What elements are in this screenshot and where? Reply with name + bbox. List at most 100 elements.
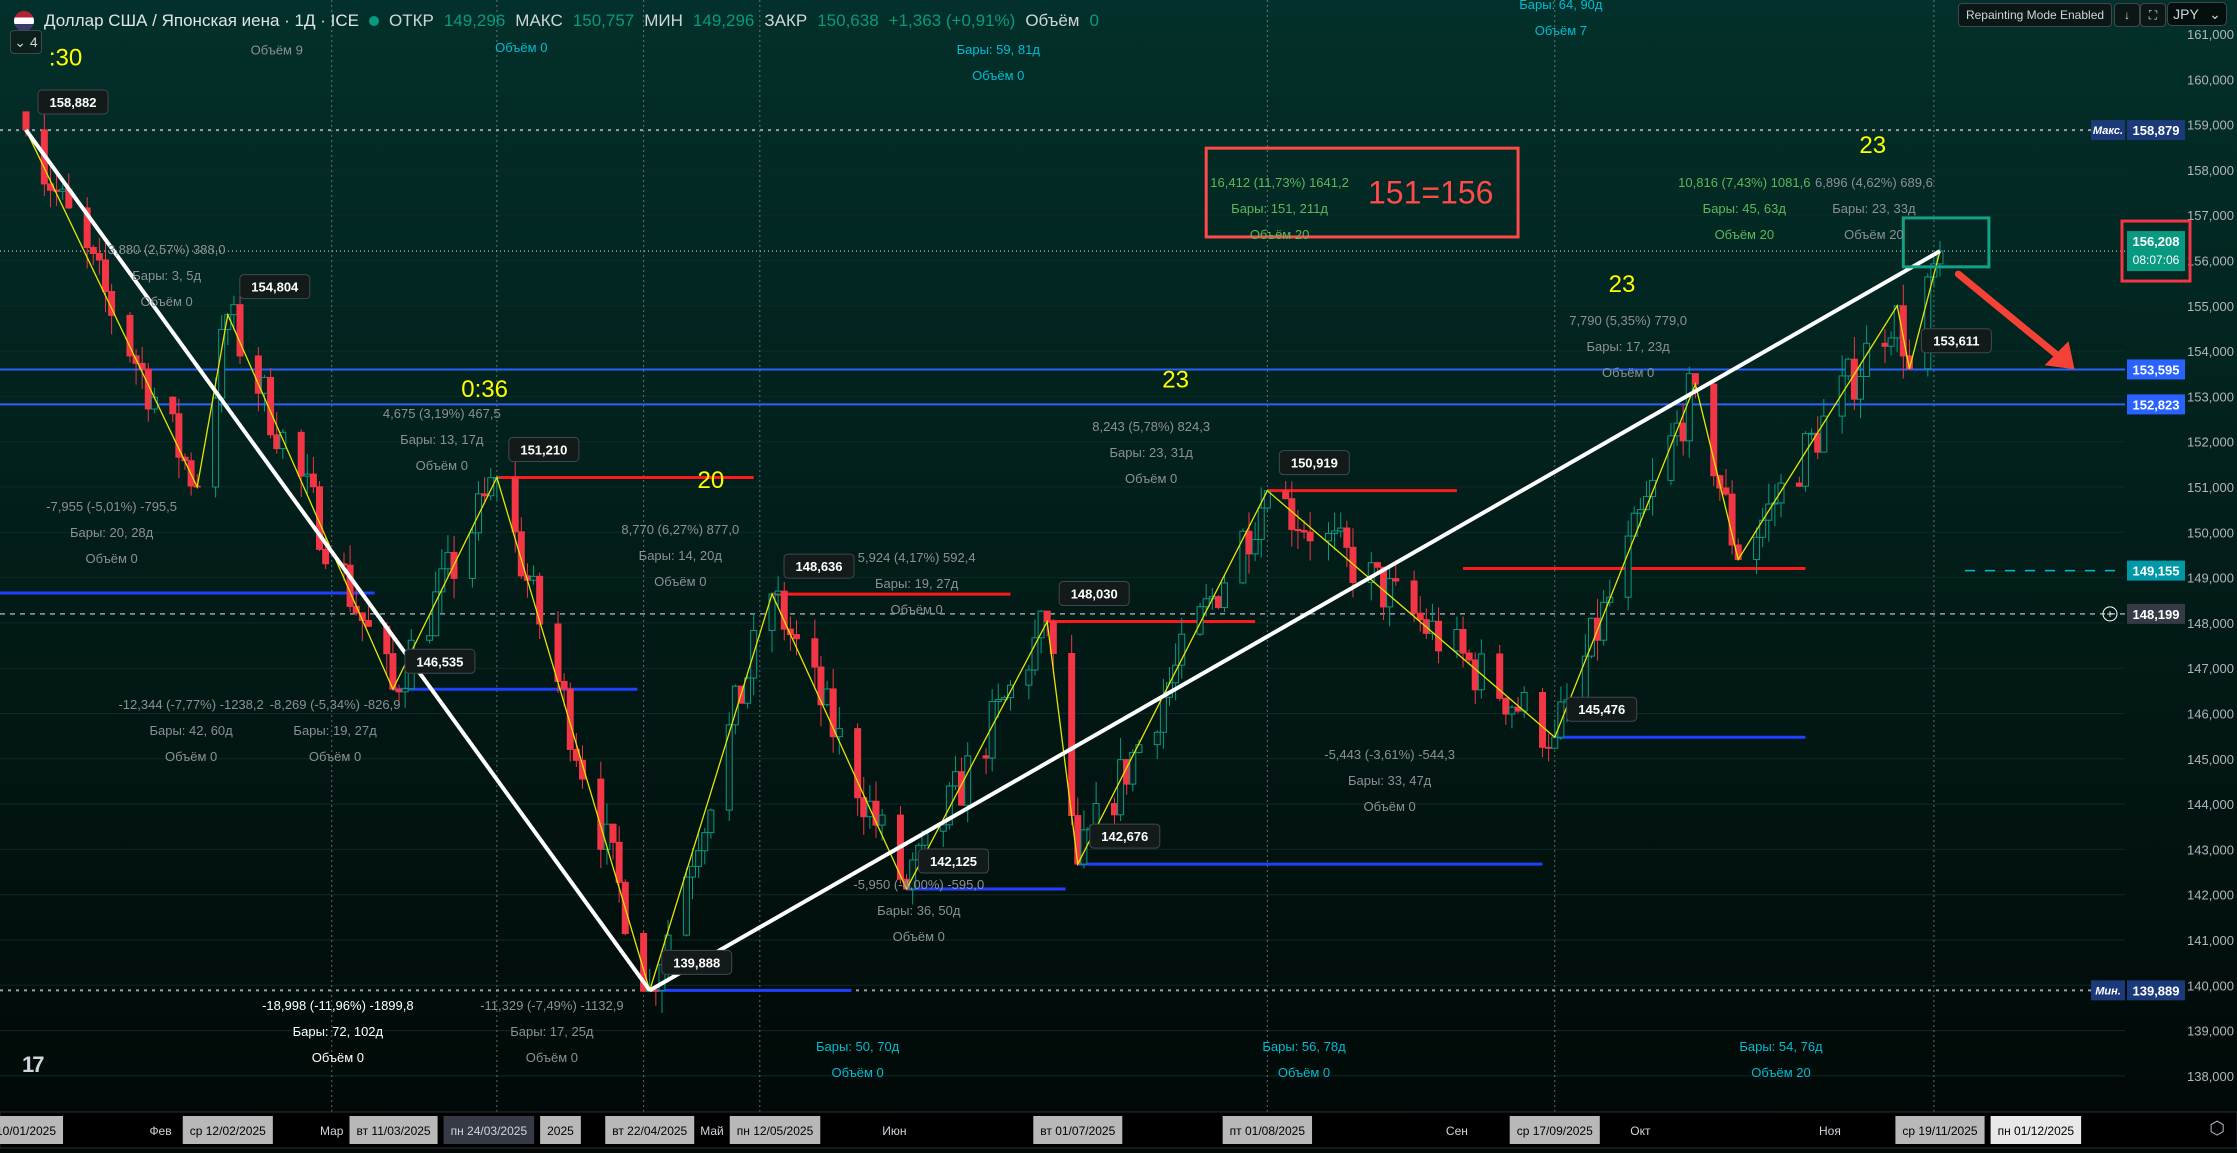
time-tag	[1990, 1116, 2082, 1144]
candle-down	[1679, 422, 1687, 442]
price-callout: 142,125	[918, 848, 990, 874]
measurement-label: Объём 0	[309, 749, 361, 764]
time-tick: Фев	[149, 1124, 171, 1138]
price-callout: 139,888	[661, 949, 733, 975]
candle-down	[566, 688, 574, 750]
measurement-label: Бары: 23, 33д	[1832, 201, 1916, 216]
time-tag	[540, 1116, 581, 1144]
trendline	[648, 249, 1941, 993]
candle-down	[982, 755, 990, 759]
measurement-label: Объём 0	[1278, 1065, 1330, 1080]
candle-down	[792, 634, 800, 640]
price-callout-label: 142,676	[1101, 829, 1148, 844]
candle-up	[1801, 433, 1809, 487]
candle-down	[322, 548, 330, 565]
candle-up	[1129, 751, 1137, 785]
price-tag	[2127, 359, 2185, 380]
candle-up	[695, 850, 703, 867]
candle-up	[1924, 276, 1932, 370]
price-callout-label: 146,535	[416, 654, 463, 669]
measurement-label: 7,790 (5,35%) 779,0	[1569, 313, 1687, 328]
price-tick: 157,000	[2187, 208, 2234, 223]
candle-up	[1153, 731, 1161, 746]
candle-down	[1496, 653, 1504, 699]
measurement-label-group: 5,924 (4,17%) 592,4 Бары: 19, 27д Объём 0	[858, 550, 976, 617]
candle-up	[1257, 507, 1265, 541]
candle-down	[1068, 652, 1076, 817]
time-tag	[1222, 1116, 1313, 1144]
close-value: 150,638	[817, 11, 879, 30]
price-tick: 152,000	[2187, 435, 2234, 450]
candle-down	[1306, 531, 1314, 542]
settings-gear-icon[interactable]: ⬡	[2209, 1118, 2225, 1138]
fullscreen-button[interactable]: ⛶	[2140, 3, 2166, 27]
download-button[interactable]: ↓	[2114, 3, 2140, 27]
symbol-title[interactable]: Доллар США / Японская иена · 1Д · ICE	[44, 11, 359, 30]
measurement-label: -5,443 (-3,61%) -544,3	[1324, 747, 1455, 762]
volume-value: 0	[1089, 11, 1099, 30]
measurement-label: Бары: 59, 81д	[957, 42, 1041, 57]
candle-up	[1025, 669, 1033, 686]
candle-down	[1722, 487, 1730, 495]
candle-down	[1795, 482, 1803, 487]
candle-down	[364, 619, 372, 627]
time-tick: Мар	[320, 1124, 344, 1138]
candle-down	[640, 932, 648, 992]
candle-up	[823, 688, 831, 706]
price-callout-box	[1920, 328, 1992, 354]
candle-up	[1331, 530, 1339, 534]
count-label: 23	[1162, 366, 1189, 393]
candle-up	[230, 304, 238, 316]
repainting-mode-button[interactable]: Repainting Mode Enabled	[1958, 3, 2112, 27]
price-tick: 146,000	[2187, 707, 2234, 722]
time-tick: пт 01/08/2025	[1230, 1124, 1306, 1138]
price-tick: 142,000	[2187, 888, 2234, 903]
measurement-label: Объём 0	[416, 458, 468, 473]
add-alert-icon[interactable]	[2102, 606, 2118, 622]
tradingview-logo[interactable]: 17	[22, 1052, 45, 1077]
measurement-label-group: Объём 0	[495, 40, 547, 55]
indicators-collapse-button[interactable]: ⌄ 4	[10, 30, 42, 54]
candle-down	[829, 688, 837, 738]
candle-down	[1074, 815, 1082, 865]
candle-down	[1545, 746, 1553, 749]
candle-down	[169, 396, 177, 415]
price-callout: 145,476	[1566, 696, 1638, 722]
measurement-label: Бары: 56, 78д	[1262, 1039, 1346, 1054]
candle-down	[1539, 692, 1547, 748]
candle-down	[89, 246, 97, 255]
measurement-label-group: Бары: 50, 70д Объём 0	[816, 1039, 900, 1080]
candle-down	[22, 111, 30, 131]
candle-down	[1282, 490, 1290, 500]
fullscreen-icon: ⛶	[2148, 7, 2158, 22]
candle-up	[1887, 337, 1895, 347]
candle-up	[1037, 610, 1045, 639]
candle-up	[1820, 415, 1828, 453]
time-tick: 10/01/2025	[0, 1124, 56, 1138]
price-tag-value: 158,879	[2133, 123, 2180, 138]
measurement-label: Бары: 23, 31д	[1110, 445, 1194, 460]
candle-down	[1110, 803, 1118, 816]
measurement-label-group: -18,998 (-11,96%) -1899,8 Бары: 72, 102д О…	[262, 998, 414, 1065]
candle-down	[297, 431, 305, 477]
measurement-label: Бары: 14, 20д	[639, 548, 723, 563]
price-tick: 153,000	[2187, 389, 2234, 404]
candle-down	[1435, 620, 1443, 652]
measurement-label: -7,955 (-5,01%) -795,5	[46, 499, 177, 514]
candle-down	[1245, 530, 1253, 555]
candle-up	[260, 376, 268, 394]
currency-dropdown[interactable]: JPY ⌄	[2167, 2, 2227, 26]
arrow-head-icon	[2044, 341, 2075, 370]
price-tick: 143,000	[2187, 842, 2234, 857]
candle-up	[1649, 479, 1657, 498]
candle-up	[835, 728, 843, 738]
time-tick-group: Ноя	[1819, 1124, 1841, 1138]
candle-down	[1343, 527, 1351, 548]
candle-down	[1728, 493, 1736, 546]
measurement-label: Объём 0	[1602, 365, 1654, 380]
candle-down	[817, 666, 825, 706]
high-label: МАКС	[515, 11, 563, 30]
measurement-label: 3,880 (2,57%) 388,0	[108, 242, 226, 257]
time-tick-group: пн 12/05/2025	[729, 1116, 821, 1144]
